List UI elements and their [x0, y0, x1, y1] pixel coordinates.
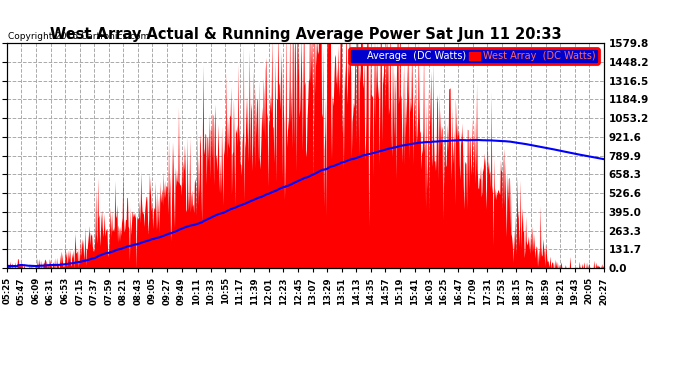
Legend: Average  (DC Watts), West Array  (DC Watts): Average (DC Watts), West Array (DC Watts…	[349, 48, 599, 64]
Text: Copyright 2016 Cartronics.com: Copyright 2016 Cartronics.com	[8, 32, 150, 41]
Title: West Array Actual & Running Average Power Sat Jun 11 20:33: West Array Actual & Running Average Powe…	[50, 27, 561, 42]
